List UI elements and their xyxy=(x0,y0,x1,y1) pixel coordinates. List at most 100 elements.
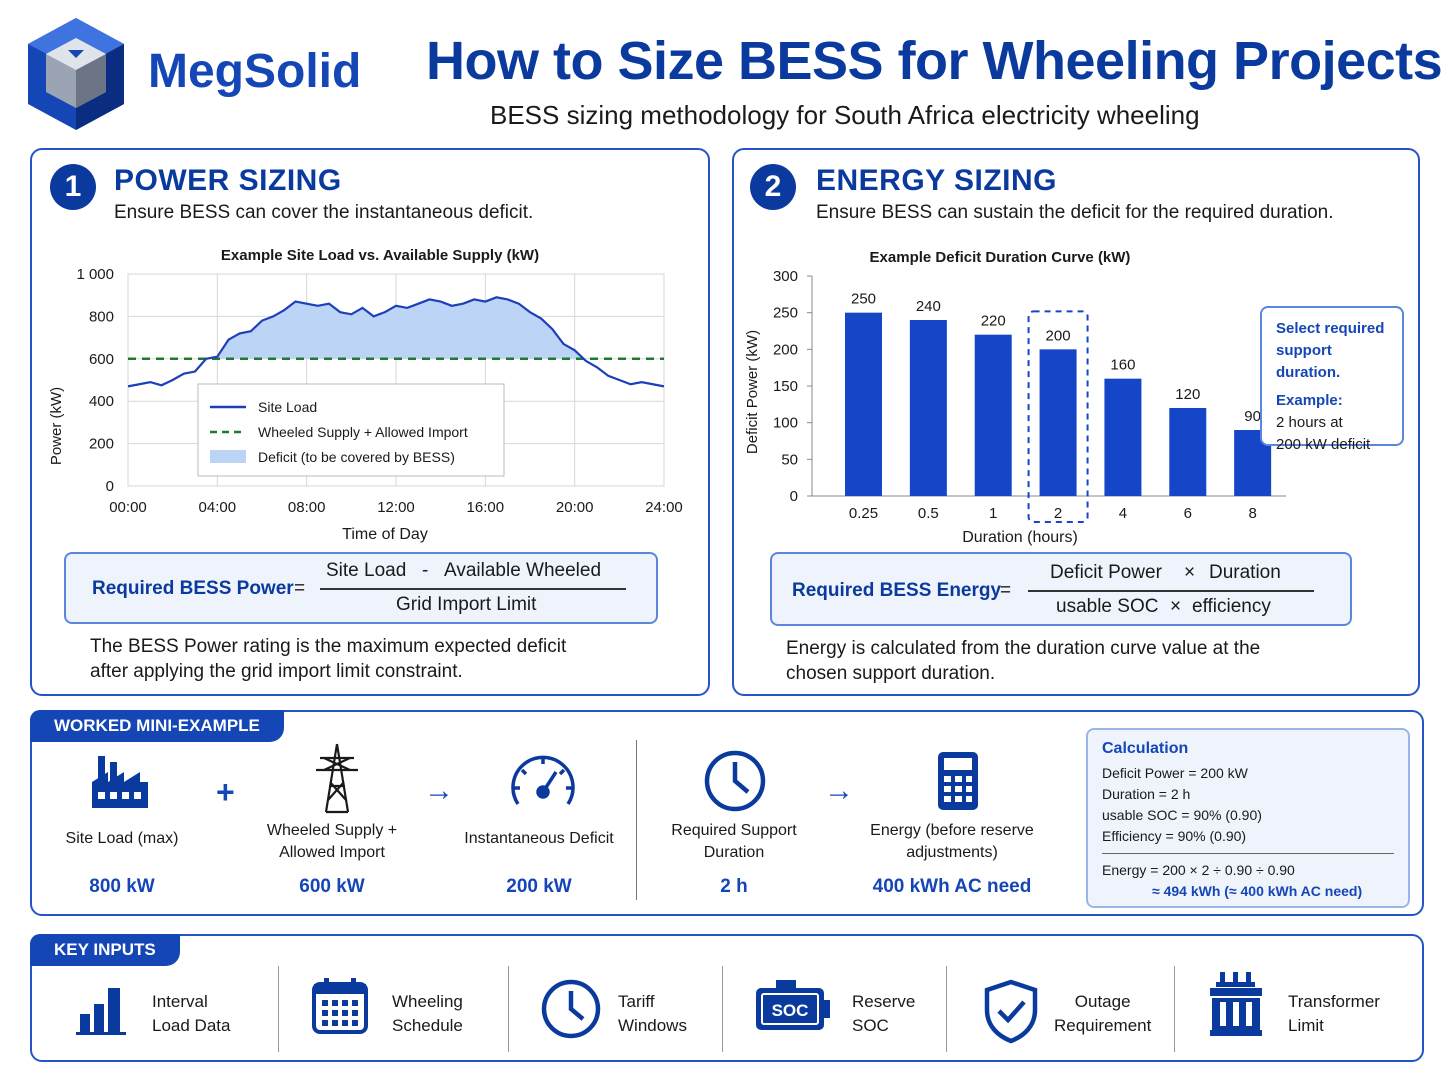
step-value: 200 kW xyxy=(506,876,572,897)
step-label: Instantaneous Deficit xyxy=(454,828,624,850)
x-axis-label: Duration (hours) xyxy=(962,529,1078,546)
x-tick-label: 16:00 xyxy=(467,499,505,516)
calculation-title: Calculation xyxy=(1102,740,1189,757)
calc-result: ≈ 494 kWh (≈ 400 kWh AC need) xyxy=(1152,883,1363,899)
energy-note-line-2: chosen support duration. xyxy=(786,663,996,684)
step-deficit-label: Instantaneous Deficit xyxy=(464,830,614,847)
input-label: Transformer Limit xyxy=(1288,990,1380,1038)
x-tick-label: 0.25 xyxy=(849,505,878,522)
input-interval: Interval xyxy=(152,992,208,1011)
deficit-duration-chart: Example Deficit Duration Curve (kW) 0 50 1… xyxy=(744,249,1286,546)
y-tick-label: 1 000 xyxy=(76,266,114,283)
calculation-box: Calculation Deficit Power = 200 kW Durat… xyxy=(1086,728,1410,908)
x-tick-label: 20:00 xyxy=(556,499,594,516)
step-duration-label-1: Required Support xyxy=(671,822,797,839)
input-label: Outage Requirement xyxy=(1054,990,1151,1038)
step-value: 600 kW xyxy=(299,876,365,897)
bar xyxy=(1169,408,1207,496)
power-note: The BESS Power rating is the maximum exp… xyxy=(90,634,566,684)
input-label: Tariff Windows xyxy=(618,990,687,1038)
energy-formula-box: Required BESS Energy = Deficit Power × D… xyxy=(770,552,1352,626)
y-tick-label: 250 xyxy=(773,305,798,322)
y-tick-label: 200 xyxy=(89,436,114,453)
step-site-load-label: Site Load (max) xyxy=(65,830,179,847)
legend-site-load: Site Load xyxy=(258,399,317,415)
x-tick-label: 08:00 xyxy=(288,499,326,516)
divider xyxy=(636,740,637,900)
input-requirement: Requirement xyxy=(1054,1016,1152,1035)
formula-grid-import-limit: Grid Import Limit xyxy=(396,594,537,615)
callout-line-2: support duration. xyxy=(1276,342,1341,381)
formula-duration: Duration xyxy=(1209,562,1281,583)
y-axis-label: Power (kW) xyxy=(48,387,65,465)
calc-divider xyxy=(1102,853,1394,854)
y-tick-label: 150 xyxy=(773,378,798,395)
formula-deficit-power: Deficit Power xyxy=(1050,562,1162,583)
power-sizing-panel: 1 POWER SIZING Ensure BESS can cover the… xyxy=(30,148,710,696)
x-tick-label: 6 xyxy=(1184,505,1192,522)
formula-minus: - xyxy=(422,560,429,581)
divider xyxy=(278,966,279,1052)
page-subtitle: BESS sizing methodology for South Africa… xyxy=(490,100,1200,130)
shield-check-icon xyxy=(984,979,1038,1044)
step-number-badge: 2 xyxy=(750,164,796,210)
input-outage: Outage xyxy=(1074,992,1131,1011)
y-tick-label: 0 xyxy=(106,478,114,495)
callout-line-4: 2 hours at xyxy=(1276,414,1343,431)
worked-example-tag: WORKED MINI-EXAMPLE xyxy=(30,710,284,742)
step-value: 400 kWh AC need xyxy=(872,876,1032,897)
x-tick-label: 2 xyxy=(1054,505,1062,522)
formula-equals: = xyxy=(1000,580,1012,601)
calc-line: Duration = 2 h xyxy=(1102,786,1191,802)
input-load-data: Load Data xyxy=(152,1016,231,1035)
input-tariff: Tariff xyxy=(618,992,655,1011)
bar-value-label: 120 xyxy=(1175,386,1200,403)
legend-deficit: Deficit (to be covered by BESS) xyxy=(258,449,455,465)
selected-duration-highlight xyxy=(1027,310,1089,524)
transformer-icon xyxy=(1210,972,1262,1036)
input-reserve: Reserve xyxy=(852,992,916,1011)
step-wheeled-label-1: Wheeled Supply + xyxy=(266,822,398,839)
x-tick-label: 0.5 xyxy=(918,505,939,522)
power-sizing-title: POWER SIZING xyxy=(114,164,342,197)
step-energy-label-2: adjustments) xyxy=(906,844,998,861)
transmission-tower-icon xyxy=(316,743,358,814)
divider xyxy=(508,966,509,1052)
input-transformer: Transformer xyxy=(1288,992,1380,1011)
input-windows: Windows xyxy=(618,1016,687,1035)
site-load-line xyxy=(127,296,665,388)
input-schedule: Schedule xyxy=(392,1016,463,1035)
bar-value-label: 90 xyxy=(1244,408,1261,425)
formula-fraction-bar xyxy=(1028,590,1314,592)
x-tick-label: 24:00 xyxy=(645,499,683,516)
calc-energy-line: Energy = 200 × 2 ÷ 0.90 ÷ 0.90 xyxy=(1102,862,1295,878)
x-tick-label: 00:00 xyxy=(109,499,147,516)
chart-legend: Site Load Wheeled Supply + Allowed Impor… xyxy=(197,383,505,477)
step-value: 2 h xyxy=(720,876,748,897)
formula-fraction-bar xyxy=(320,588,626,590)
input-limit: Limit xyxy=(1288,1016,1324,1035)
bar xyxy=(1039,349,1077,496)
y-tick-label: 200 xyxy=(773,341,798,358)
legend-wheeled-supply: Wheeled Supply + Allowed Import xyxy=(258,424,468,440)
step-value: 800 kW xyxy=(89,876,155,897)
y-tick-label: 400 xyxy=(89,393,114,410)
clock-icon xyxy=(541,979,601,1039)
formula-lhs: Required BESS Power xyxy=(92,578,294,599)
formula-available-wheeled: Available Wheeled xyxy=(444,560,602,581)
formula-usable-soc: usable SOC xyxy=(1056,596,1159,617)
step-label: Site Load (max) xyxy=(52,828,192,850)
formula-times: × xyxy=(1170,596,1182,617)
callout-line-5: 200 kW deficit xyxy=(1276,436,1371,453)
formula-times: × xyxy=(1184,562,1196,583)
bar-value-label: 200 xyxy=(1046,327,1071,344)
bar-value-label: 240 xyxy=(916,298,941,315)
x-tick-label: 8 xyxy=(1248,505,1256,522)
x-tick-label: 1 xyxy=(989,505,997,522)
y-tick-label: 300 xyxy=(773,268,798,285)
page-title: How to Size BESS for Wheeling Projects xyxy=(426,31,1443,91)
energy-sizing-title: ENERGY SIZING xyxy=(816,164,1057,197)
x-tick-label: 12:00 xyxy=(377,499,415,516)
input-label: Interval Load Data xyxy=(152,990,230,1038)
calc-line: Efficiency = 90% (0.90) xyxy=(1102,828,1247,844)
